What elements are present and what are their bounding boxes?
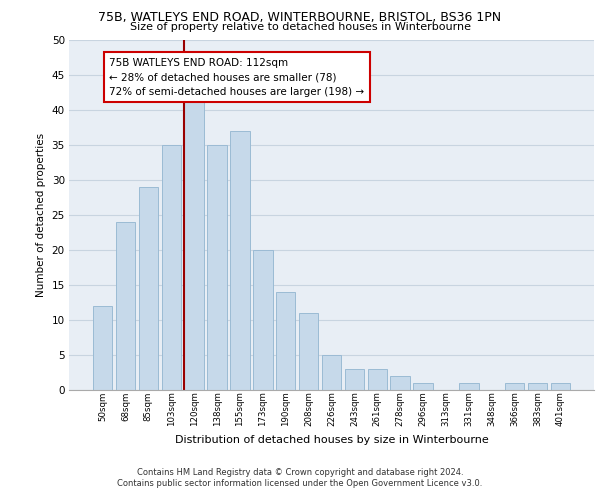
Bar <box>368 369 387 390</box>
X-axis label: Distribution of detached houses by size in Winterbourne: Distribution of detached houses by size … <box>175 434 488 444</box>
Bar <box>551 383 570 390</box>
Bar <box>276 292 295 390</box>
Bar <box>459 383 479 390</box>
Bar <box>391 376 410 390</box>
Y-axis label: Number of detached properties: Number of detached properties <box>36 133 46 297</box>
Bar <box>322 355 341 390</box>
Bar <box>93 306 112 390</box>
Bar <box>505 383 524 390</box>
Bar <box>161 145 181 390</box>
Text: 75B WATLEYS END ROAD: 112sqm
← 28% of detached houses are smaller (78)
72% of se: 75B WATLEYS END ROAD: 112sqm ← 28% of de… <box>109 58 365 97</box>
Bar <box>208 145 227 390</box>
Text: 75B, WATLEYS END ROAD, WINTERBOURNE, BRISTOL, BS36 1PN: 75B, WATLEYS END ROAD, WINTERBOURNE, BRI… <box>98 11 502 24</box>
Bar <box>299 313 319 390</box>
Bar <box>344 369 364 390</box>
Bar <box>116 222 135 390</box>
Bar <box>184 96 204 390</box>
Text: Size of property relative to detached houses in Winterbourne: Size of property relative to detached ho… <box>130 22 470 32</box>
Bar <box>413 383 433 390</box>
Bar <box>253 250 272 390</box>
Bar <box>230 131 250 390</box>
Bar <box>139 187 158 390</box>
Text: Contains HM Land Registry data © Crown copyright and database right 2024.
Contai: Contains HM Land Registry data © Crown c… <box>118 468 482 487</box>
Bar <box>528 383 547 390</box>
